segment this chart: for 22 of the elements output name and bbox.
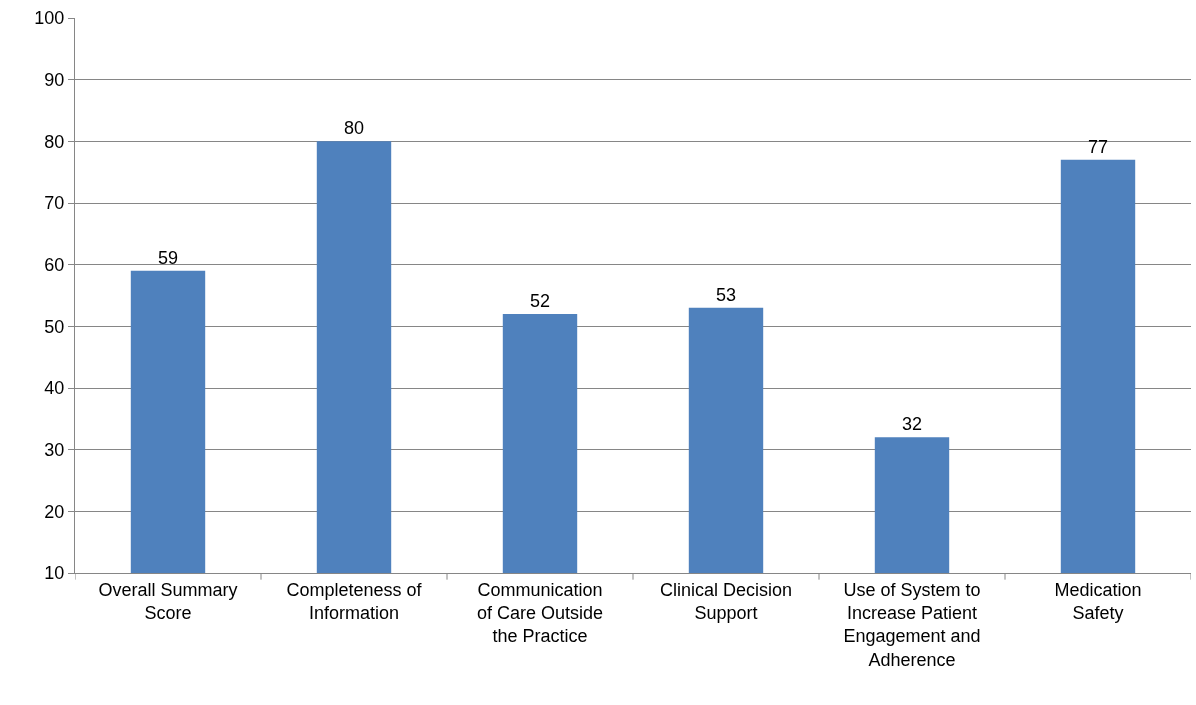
y-tick-label: 100 bbox=[34, 8, 65, 29]
y-tick-label: 80 bbox=[44, 131, 65, 152]
y-tick-label: 70 bbox=[44, 193, 65, 214]
x-tick-label: Communication of Care Outside the Practice bbox=[476, 579, 604, 647]
data-label: 52 bbox=[529, 291, 551, 311]
x-tick-label: Medication Safety bbox=[1054, 579, 1142, 623]
y-tick-label: 50 bbox=[44, 316, 65, 337]
data-label: 80 bbox=[343, 118, 365, 139]
y-tick-label: 90 bbox=[44, 69, 65, 90]
x-tick-label: Overall Summary Score bbox=[98, 579, 238, 623]
data-label: 77 bbox=[1087, 136, 1109, 157]
data-label: 32 bbox=[901, 414, 923, 435]
y-tick-label: 20 bbox=[44, 501, 65, 522]
data-label: 59 bbox=[157, 247, 179, 268]
x-tick-label: Completeness of Information bbox=[286, 579, 423, 623]
y-tick-label: 30 bbox=[44, 439, 65, 460]
data-label: 53 bbox=[715, 284, 737, 305]
y-tick-label: 60 bbox=[44, 254, 65, 275]
y-tick-label: 10 bbox=[44, 563, 65, 584]
x-tick-label: Use of System to Increase Patient Engagement and Adherence bbox=[843, 579, 981, 670]
y-tick-label: 40 bbox=[44, 378, 65, 399]
x-tick-label: Clinical Decision Support bbox=[659, 579, 793, 623]
